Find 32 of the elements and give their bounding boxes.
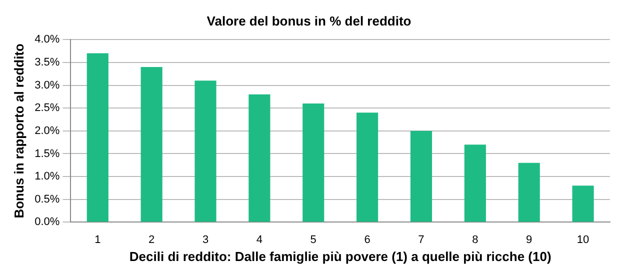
x-tick-label: 10 xyxy=(576,234,590,246)
bar xyxy=(464,144,486,222)
y-tick-label: 0.0% xyxy=(34,216,60,228)
x-tick-label: 2 xyxy=(148,234,155,246)
bar xyxy=(410,130,432,222)
bar xyxy=(518,162,540,222)
y-tick-label: 1.5% xyxy=(34,148,60,160)
x-tick-label: 1 xyxy=(94,234,101,246)
x-tick-label: 9 xyxy=(526,234,532,246)
bar xyxy=(356,112,378,222)
y-tick-label: 3.5% xyxy=(34,56,60,68)
bar xyxy=(86,53,108,222)
x-tick-label: 6 xyxy=(364,234,370,246)
bar xyxy=(248,94,270,222)
x-tick-label: 5 xyxy=(310,234,316,246)
y-tick-label: 3.0% xyxy=(34,79,60,92)
bar xyxy=(572,186,594,222)
y-tick-label: 4.0% xyxy=(34,34,60,46)
x-tick-label: 8 xyxy=(472,234,478,246)
y-tick-label: 2.5% xyxy=(34,102,60,114)
y-axis-title: Bonus in rapporto al reddito xyxy=(11,43,26,218)
x-tick-label: 4 xyxy=(256,234,262,246)
bar xyxy=(302,104,324,222)
chart-title: Valore del bonus in % del reddito xyxy=(206,13,412,28)
y-tick-label: 0.5% xyxy=(34,193,60,206)
bar xyxy=(140,66,162,222)
y-tick-label: 2.0% xyxy=(34,124,60,137)
y-tick-label: 1.0% xyxy=(34,170,60,183)
x-axis-title: Decili di reddito: Dalle famiglie più povere (1) a quelle più ricche (10) xyxy=(129,248,552,264)
bar xyxy=(194,80,216,222)
x-tick-label: 7 xyxy=(418,234,424,246)
x-tick-label: 3 xyxy=(202,234,209,246)
